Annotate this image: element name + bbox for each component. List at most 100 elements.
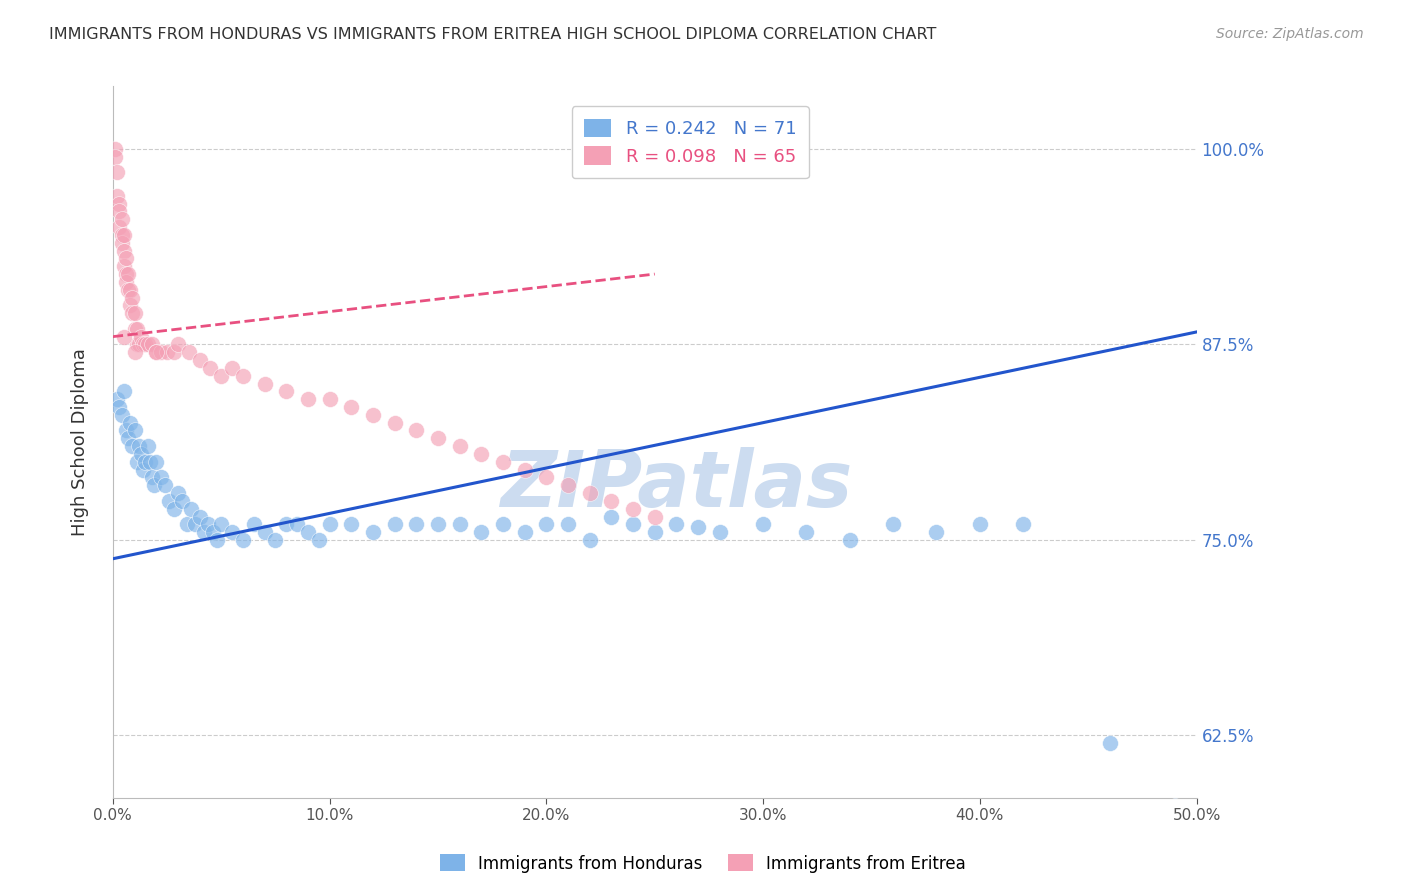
Point	[156, 345, 179, 359]
Point	[578, 486, 600, 500]
Point	[162, 345, 184, 359]
Point	[149, 470, 172, 484]
Point	[318, 392, 340, 407]
Point	[145, 455, 167, 469]
Point	[253, 376, 276, 391]
Point	[1098, 736, 1121, 750]
Point	[149, 345, 172, 359]
Point	[297, 525, 319, 540]
Point	[578, 533, 600, 547]
Point	[644, 525, 666, 540]
Point	[112, 329, 135, 343]
Point	[115, 267, 138, 281]
Point	[105, 392, 128, 407]
Point	[1012, 517, 1035, 532]
Point	[221, 360, 243, 375]
Point	[115, 275, 138, 289]
Point	[134, 455, 156, 469]
Point	[132, 337, 155, 351]
Y-axis label: High School Diploma: High School Diploma	[72, 348, 89, 536]
Point	[180, 501, 202, 516]
Point	[209, 517, 232, 532]
Point	[117, 283, 139, 297]
Point	[136, 337, 159, 351]
Point	[108, 220, 131, 235]
Point	[882, 517, 904, 532]
Point	[297, 392, 319, 407]
Point	[129, 447, 152, 461]
Point	[536, 517, 558, 532]
Point	[405, 517, 427, 532]
Point	[600, 509, 623, 524]
Point	[193, 525, 215, 540]
Point	[925, 525, 948, 540]
Point	[621, 517, 644, 532]
Point	[136, 439, 159, 453]
Text: Source: ZipAtlas.com: Source: ZipAtlas.com	[1216, 27, 1364, 41]
Point	[492, 455, 515, 469]
Point	[276, 384, 298, 399]
Point	[121, 306, 143, 320]
Point	[188, 509, 211, 524]
Point	[361, 408, 384, 422]
Point	[110, 235, 132, 250]
Point	[557, 517, 579, 532]
Point	[184, 517, 207, 532]
Point	[340, 517, 363, 532]
Point	[112, 384, 135, 399]
Point	[513, 462, 536, 476]
Point	[200, 360, 222, 375]
Text: ZIPatlas: ZIPatlas	[501, 447, 852, 523]
Point	[153, 478, 176, 492]
Point	[644, 509, 666, 524]
Point	[121, 291, 143, 305]
Point	[384, 416, 406, 430]
Point	[557, 478, 579, 492]
Text: IMMIGRANTS FROM HONDURAS VS IMMIGRANTS FROM ERITREA HIGH SCHOOL DIPLOMA CORRELAT: IMMIGRANTS FROM HONDURAS VS IMMIGRANTS F…	[49, 27, 936, 42]
Point	[264, 533, 287, 547]
Point	[176, 517, 198, 532]
Point	[201, 525, 224, 540]
Point	[143, 478, 166, 492]
Point	[110, 227, 132, 242]
Point	[105, 165, 128, 179]
Point	[209, 368, 232, 383]
Point	[162, 501, 184, 516]
Point	[167, 337, 190, 351]
Point	[104, 142, 127, 156]
Point	[108, 400, 131, 414]
Legend: Immigrants from Honduras, Immigrants from Eritrea: Immigrants from Honduras, Immigrants fro…	[433, 847, 973, 880]
Point	[121, 439, 143, 453]
Point	[205, 533, 228, 547]
Point	[1164, 798, 1187, 813]
Point	[145, 345, 167, 359]
Point	[384, 517, 406, 532]
Point	[108, 204, 131, 219]
Point	[838, 533, 860, 547]
Point	[308, 533, 330, 547]
Point	[253, 525, 276, 540]
Point	[112, 259, 135, 273]
Point	[242, 517, 264, 532]
Point	[128, 337, 150, 351]
Point	[427, 517, 450, 532]
Point	[125, 322, 148, 336]
Point	[492, 517, 515, 532]
Point	[105, 189, 128, 203]
Point	[132, 462, 155, 476]
Point	[318, 517, 340, 532]
Point	[470, 447, 492, 461]
Point	[449, 517, 471, 532]
Point	[124, 345, 146, 359]
Point	[361, 525, 384, 540]
Point	[167, 486, 190, 500]
Point	[115, 252, 138, 266]
Point	[110, 408, 132, 422]
Point	[221, 525, 243, 540]
Point	[120, 416, 142, 430]
Point	[104, 150, 127, 164]
Point	[141, 337, 163, 351]
Legend: R = 0.242   N = 71, R = 0.098   N = 65: R = 0.242 N = 71, R = 0.098 N = 65	[572, 106, 808, 178]
Point	[124, 424, 146, 438]
Point	[112, 244, 135, 258]
